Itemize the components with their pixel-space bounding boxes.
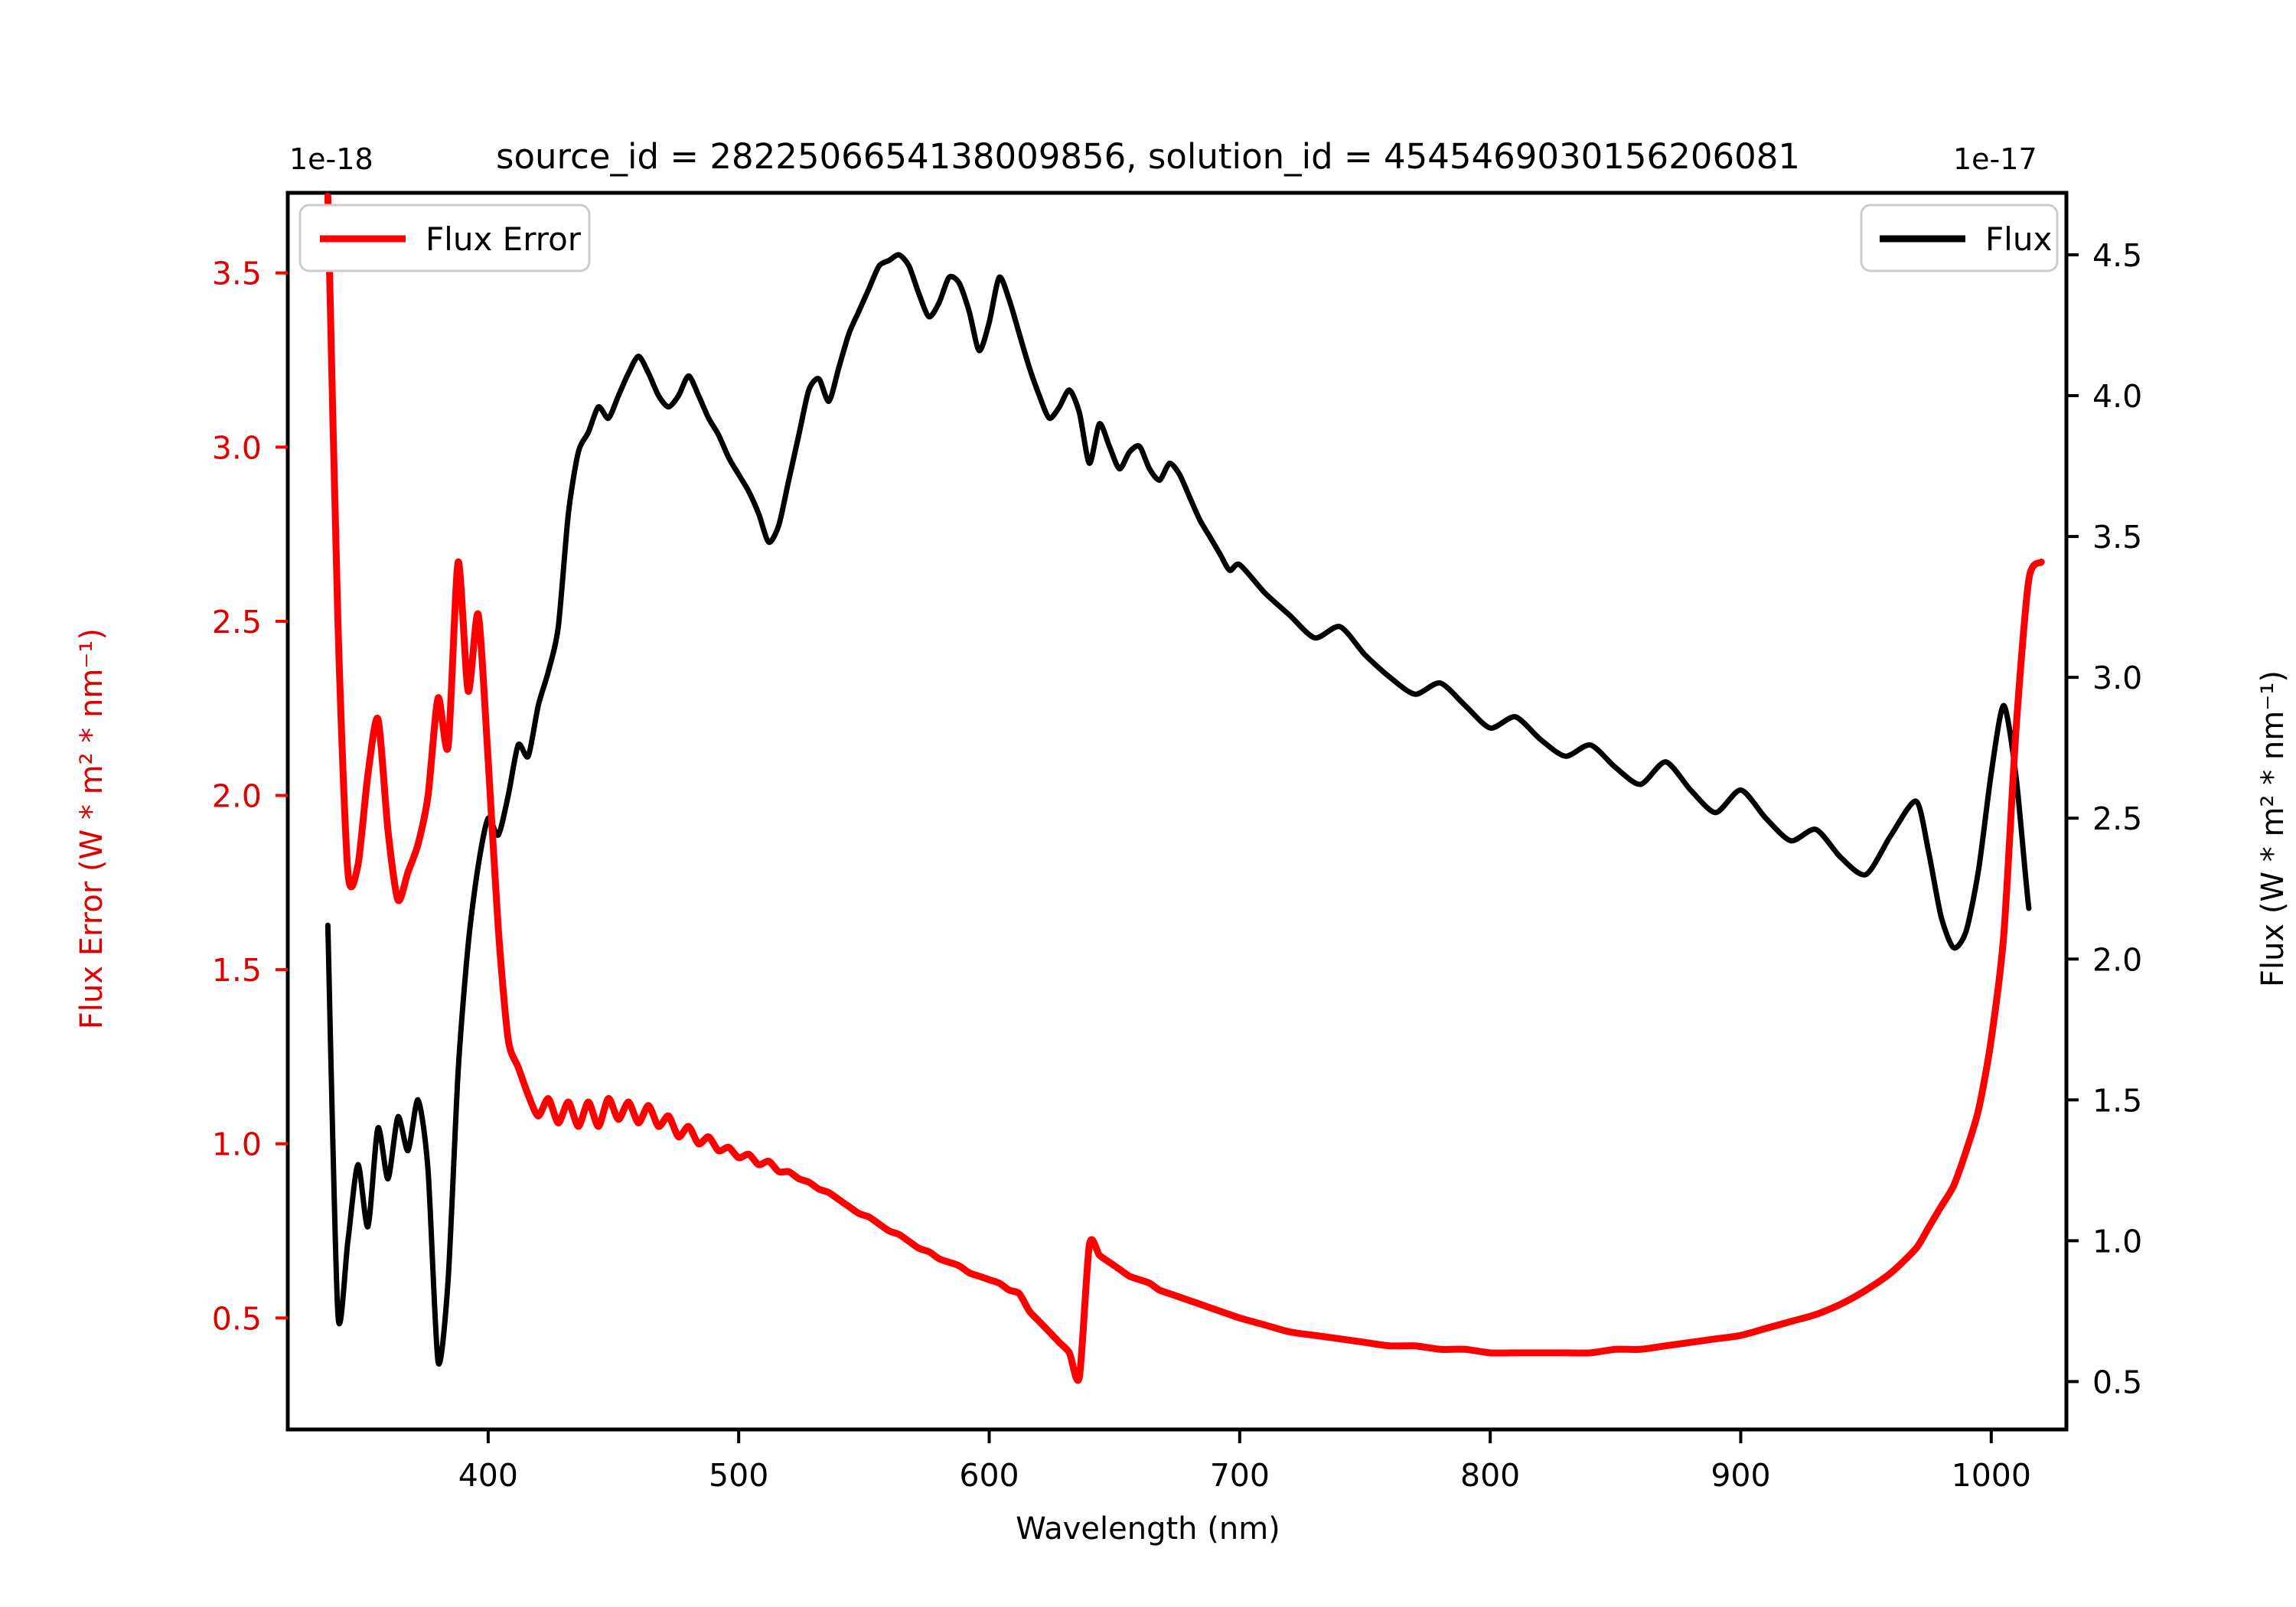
tick-label: 1.0 [212, 1126, 262, 1163]
legend-flux[interactable]: Flux [1860, 204, 2059, 272]
legend-flux-error-label: Flux Error [426, 220, 582, 258]
tick-label: 1.0 [2092, 1223, 2142, 1260]
tick-label: 2.0 [212, 778, 262, 815]
tick-label: 3.0 [2092, 660, 2142, 696]
tick-label: 0.5 [2092, 1364, 2142, 1400]
tick-label: 2.0 [2092, 941, 2142, 978]
tick-label: 1.5 [2092, 1082, 2142, 1119]
right-axis-offset-text: 1e-17 [1953, 142, 2037, 176]
tick-label: 3.5 [2092, 519, 2142, 556]
tick-label: 3.5 [212, 256, 262, 292]
tick-label: 600 [959, 1457, 1019, 1494]
x-axis-label: Wavelength (nm) [1016, 1511, 1280, 1547]
tick-label: 900 [1711, 1457, 1770, 1494]
page-title: source_id = 2822506654138009856, solutio… [496, 136, 1800, 177]
tick-label: 2.5 [212, 604, 262, 641]
tick-label: 4.0 [2092, 378, 2142, 415]
tick-label: 400 [458, 1457, 518, 1494]
flux-error-curve [324, 193, 2045, 1384]
x-axis-ticks: 400 500 600 700 800 900 1000 [458, 1429, 2031, 1494]
right-axis-ticks: 0.5 1.0 1.5 2.0 2.5 3.0 3.5 4.0 4.5 [2066, 237, 2142, 1400]
legend-flux-error-box [298, 204, 591, 272]
tick-label: 0.5 [212, 1300, 262, 1337]
tick-label: 500 [709, 1457, 768, 1494]
plot-frame [285, 191, 2069, 1432]
legend-flux-error[interactable]: Flux Error [298, 204, 591, 272]
left-axis-offset-text: 1e-18 [289, 142, 373, 176]
tick-label: 800 [1460, 1457, 1520, 1494]
legend-flux-label: Flux [1985, 220, 2052, 258]
tick-label: 1000 [1952, 1457, 2031, 1494]
tick-label: 3.0 [212, 429, 262, 466]
tick-label: 4.5 [2092, 237, 2142, 274]
tick-label: 2.5 [2092, 800, 2142, 837]
left-axis-ticks: 0.5 1.0 1.5 2.0 2.5 3.0 3.5 [212, 256, 288, 1337]
tick-label: 700 [1210, 1457, 1270, 1494]
tick-label: 1.5 [212, 952, 262, 989]
